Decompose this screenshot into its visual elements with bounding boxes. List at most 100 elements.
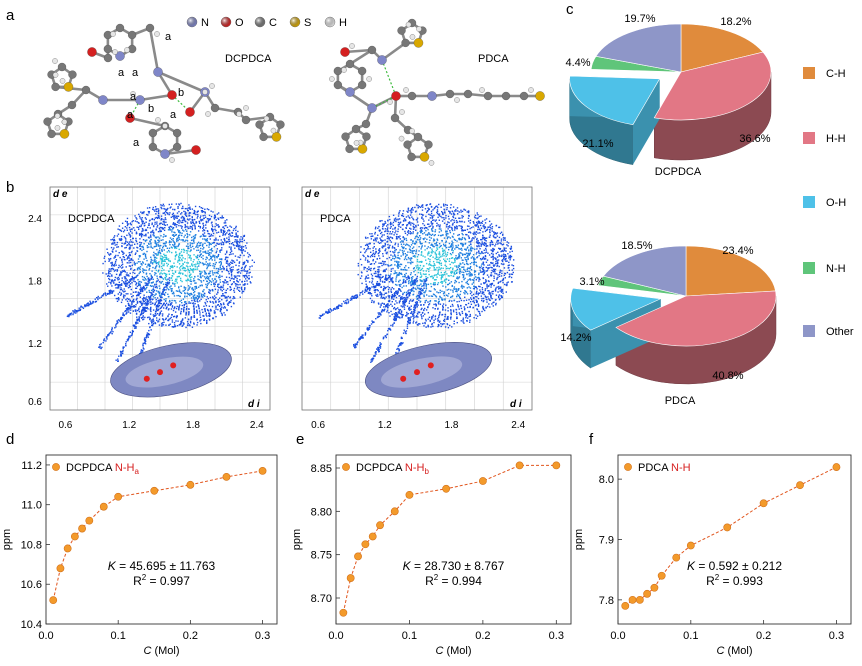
fingerprint-point [369, 251, 372, 254]
fingerprint-point [214, 263, 216, 266]
fingerprint-point [146, 275, 148, 278]
fingerprint-point [141, 220, 143, 223]
fingerprint-point [470, 226, 473, 229]
fingerprint-point [372, 247, 374, 249]
fingerprint-point [234, 239, 237, 241]
fingerprint-point [458, 238, 461, 241]
fingerprint-point [238, 248, 240, 250]
fingerprint-point [230, 288, 232, 291]
fingerprint-point [117, 246, 120, 248]
fingerprint-point [181, 258, 183, 261]
fingerprint-point [411, 278, 413, 280]
fingerprint-point [162, 307, 165, 309]
fingerprint-point [224, 220, 226, 222]
fingerprint-point [180, 322, 182, 324]
fingerprint-point [374, 275, 377, 278]
fingerprint-point [99, 347, 101, 349]
fingerprint-point [458, 254, 461, 256]
fingerprint-point [122, 314, 124, 316]
fingerprint-point [437, 206, 439, 209]
fingerprint-point [237, 281, 240, 283]
fingerprint-point [142, 315, 144, 317]
fingerprint-point [149, 284, 152, 287]
fingerprint-point [220, 312, 223, 314]
fingerprint-point [439, 289, 441, 292]
fingerprint-point [455, 281, 458, 283]
fingerprint-point [229, 297, 231, 299]
fingerprint-point [167, 260, 170, 262]
fingerprint-point [229, 279, 231, 282]
fingerprint-point [148, 329, 150, 332]
fingerprint-point [437, 282, 440, 284]
fingerprint-point [458, 288, 460, 290]
fingerprint-point [131, 244, 133, 246]
fingerprint-point [368, 268, 370, 271]
fingerprint-point [171, 244, 174, 246]
fingerprint-point [194, 285, 197, 288]
fingerprint-point [185, 312, 187, 315]
fingerprint-point [411, 252, 413, 254]
fingerprint-point [443, 222, 446, 224]
fingerprint-point [88, 304, 90, 307]
fingerprint-point [386, 228, 388, 230]
atom-c [148, 142, 158, 152]
fingerprint-point [155, 285, 158, 287]
fingerprint-point [406, 258, 408, 261]
fingerprint-point [431, 250, 434, 252]
fingerprint-point [192, 302, 194, 305]
fingerprint-point [164, 208, 166, 210]
fingerprint-point [387, 243, 389, 246]
fingerprint-point [223, 306, 226, 308]
fingerprint-point [484, 237, 487, 239]
fingerprint-point [173, 243, 176, 246]
fingerprint-point [150, 242, 152, 244]
fingerprint-point [464, 269, 466, 271]
fingerprint-point [163, 286, 166, 288]
fingerprint-point [117, 266, 120, 269]
fingerprint-point [391, 313, 393, 316]
fingerprint-point [459, 296, 461, 299]
fingerprint-point [177, 207, 179, 209]
fingerprint-point [240, 270, 242, 272]
fingerprint-point [148, 212, 150, 214]
fingerprint-point [403, 303, 406, 306]
fingerprint-point [367, 246, 370, 248]
fingerprint-point [445, 230, 447, 232]
fingerprint-point [193, 316, 196, 318]
fingerprint-point [130, 257, 132, 260]
bond [164, 148, 197, 156]
fingerprint-point [183, 306, 186, 309]
fingerprint-point [144, 254, 147, 257]
fingerprint-point [163, 288, 166, 291]
fingerprint-point [112, 330, 114, 333]
fingerprint-point [142, 347, 144, 349]
fingerprint-point [166, 285, 168, 287]
fingerprint-point [150, 303, 152, 305]
fingerprint-point [151, 321, 153, 324]
fingerprint-point [446, 232, 448, 235]
fingerprint-point [113, 263, 116, 266]
fingerprint-point [197, 304, 199, 306]
fingerprint-point [98, 346, 100, 348]
fingerprint-point [402, 251, 404, 253]
fingerprint-point [181, 321, 183, 323]
fingerprint-point [398, 302, 401, 304]
fingerprint-point [221, 270, 223, 273]
fingerprint-point [144, 263, 147, 265]
fingerprint-point [198, 255, 201, 258]
fingerprint-point [373, 242, 375, 245]
fingerprint-point [181, 248, 183, 251]
fingerprint-point [457, 278, 459, 280]
fingerprint-point [154, 223, 156, 225]
fingerprint-point [425, 285, 427, 287]
fingerprint-point [406, 311, 408, 314]
fingerprint-point [148, 278, 151, 281]
fingerprint-point [133, 243, 136, 245]
fingerprint-point [139, 284, 141, 287]
fingerprint-point [157, 270, 159, 273]
fingerprint-point [188, 213, 190, 215]
fingerprint-point [190, 221, 192, 223]
fingerprint-point [475, 301, 478, 303]
fingerprint-point [235, 276, 237, 278]
fingerprint-point [390, 259, 392, 261]
